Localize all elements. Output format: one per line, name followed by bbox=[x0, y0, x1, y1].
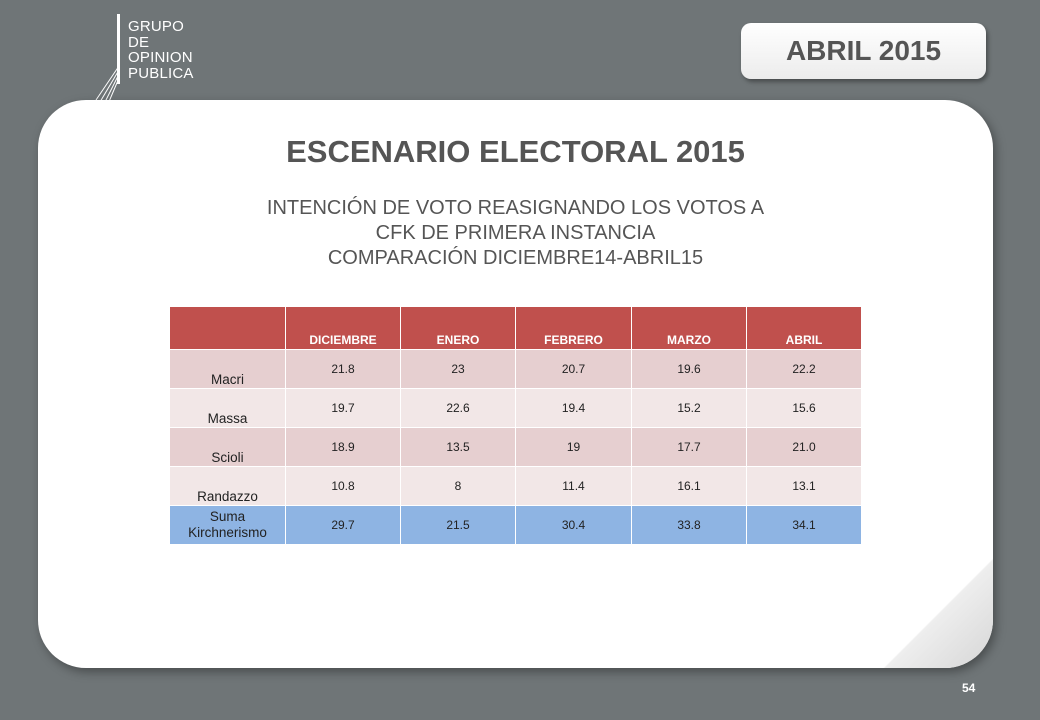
table-cell: 15.2 bbox=[631, 388, 747, 428]
table-cell: 22.6 bbox=[400, 388, 516, 428]
table-cell: 29.7 bbox=[285, 505, 401, 545]
table-row: Massa 19.7 22.6 19.4 15.2 15.6 bbox=[169, 388, 862, 428]
logo-line: OPINION bbox=[128, 49, 193, 66]
table-cell: 19.4 bbox=[515, 388, 632, 428]
header-cell: DICIEMBRE bbox=[285, 306, 401, 350]
header-cell: ABRIL bbox=[746, 306, 862, 350]
page-number: 54 bbox=[962, 681, 976, 695]
table-row-total: Suma Kirchnerismo 29.7 21.5 30.4 33.8 34… bbox=[169, 505, 862, 545]
row-label: Randazzo bbox=[169, 466, 286, 506]
header-cell-empty bbox=[169, 306, 286, 350]
row-label: Scioli bbox=[169, 427, 286, 467]
table-cell: 16.1 bbox=[631, 466, 747, 506]
table-cell: 10.8 bbox=[285, 466, 401, 506]
table-cell: 19 bbox=[515, 427, 632, 467]
table-cell: 15.6 bbox=[746, 388, 862, 428]
table-cell: 19.6 bbox=[631, 349, 747, 389]
table-cell: 20.7 bbox=[515, 349, 632, 389]
row-label: Macri bbox=[169, 349, 286, 389]
table-cell: 8 bbox=[400, 466, 516, 506]
logo-line: PUBLICA bbox=[128, 64, 194, 82]
logo-mark bbox=[95, 14, 120, 104]
table-cell: 30.4 bbox=[515, 505, 632, 545]
table-row: Macri 21.8 23 20.7 19.6 22.2 bbox=[169, 349, 862, 389]
logo-line: DE bbox=[128, 33, 150, 51]
table-cell: 13.1 bbox=[746, 466, 862, 506]
table-row: Randazzo 10.8 8 11.4 16.1 13.1 bbox=[169, 466, 862, 506]
table-header-row: DICIEMBRE ENERO FEBRERO MARZO ABRIL bbox=[169, 306, 862, 350]
header-cell: ENERO bbox=[400, 306, 516, 350]
voting-intention-table: DICIEMBRE ENERO FEBRERO MARZO ABRIL Macr… bbox=[169, 306, 862, 545]
table-cell: 22.2 bbox=[746, 349, 862, 389]
table-cell: 21.5 bbox=[400, 505, 516, 545]
table-cell: 11.4 bbox=[515, 466, 632, 506]
table-cell: 23 bbox=[400, 349, 516, 389]
table-cell: 17.7 bbox=[631, 427, 747, 467]
table-cell: 21.8 bbox=[285, 349, 401, 389]
table-row: Scioli 18.9 13.5 19 17.7 21.0 bbox=[169, 427, 862, 467]
page-curl bbox=[883, 558, 993, 668]
header-cell: FEBRERO bbox=[515, 306, 632, 350]
table-cell: 34.1 bbox=[746, 505, 862, 545]
table-cell: 33.8 bbox=[631, 505, 747, 545]
subtitle-line: COMPARACIÓN DICIEMBRE14-ABRIL15 bbox=[327, 247, 704, 269]
date-badge: ABRIL 2015 bbox=[741, 23, 986, 79]
table-cell: 18.9 bbox=[285, 427, 401, 467]
table-cell: 13.5 bbox=[400, 427, 516, 467]
subtitle-line: INTENCIÓN DE VOTO REASIGNANDO LOS VOTOS … bbox=[266, 197, 765, 219]
page-title: ESCENARIO ELECTORAL 2015 bbox=[286, 134, 745, 169]
row-label: Suma Kirchnerismo bbox=[169, 505, 286, 545]
table-cell: 21.0 bbox=[746, 427, 862, 467]
header-cell: MARZO bbox=[631, 306, 747, 350]
logo-wordmark: GRUPO DE OPINION PUBLICA bbox=[128, 19, 194, 81]
logo: GRUPO DE OPINION PUBLICA bbox=[92, 14, 212, 104]
table-cell: 19.7 bbox=[285, 388, 401, 428]
subtitle-line: CFK DE PRIMERA INSTANCIA bbox=[375, 222, 656, 244]
page-subtitle: INTENCIÓN DE VOTO REASIGNANDO LOS VOTOS … bbox=[38, 196, 993, 271]
logo-line: GRUPO bbox=[128, 18, 185, 35]
content-card: ESCENARIO ELECTORAL 2015 INTENCIÓN DE VO… bbox=[38, 100, 993, 668]
row-label: Massa bbox=[169, 388, 286, 428]
